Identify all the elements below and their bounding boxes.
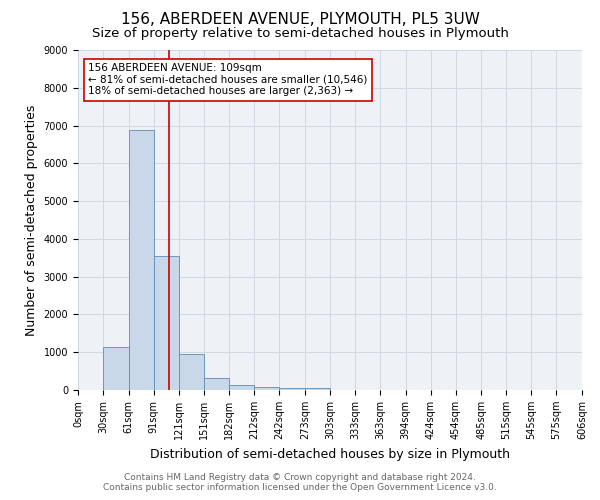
Bar (229, 385, 254, 390)
Bar (129, 130, 154, 390)
Text: Size of property relative to semi-detached houses in Plymouth: Size of property relative to semi-detach… (92, 28, 508, 40)
Bar (305, 388, 330, 390)
Bar (279, 388, 305, 390)
Text: 156, ABERDEEN AVENUE, PLYMOUTH, PL5 3UW: 156, ABERDEEN AVENUE, PLYMOUTH, PL5 3UW (121, 12, 479, 28)
Bar (154, 256, 179, 390)
Text: Contains HM Land Registry data © Crown copyright and database right 2024.
Contai: Contains HM Land Registry data © Crown c… (103, 473, 497, 492)
Bar (254, 387, 279, 390)
Text: 156 ABERDEEN AVENUE: 109sqm
← 81% of semi-detached houses are smaller (10,546)
1: 156 ABERDEEN AVENUE: 109sqm ← 81% of sem… (88, 63, 367, 96)
Bar (179, 354, 203, 390)
Y-axis label: Number of semi-detached properties: Number of semi-detached properties (25, 104, 38, 336)
X-axis label: Distribution of semi-detached houses by size in Plymouth: Distribution of semi-detached houses by … (150, 448, 510, 460)
Bar (203, 378, 229, 390)
Bar (103, 348, 129, 390)
